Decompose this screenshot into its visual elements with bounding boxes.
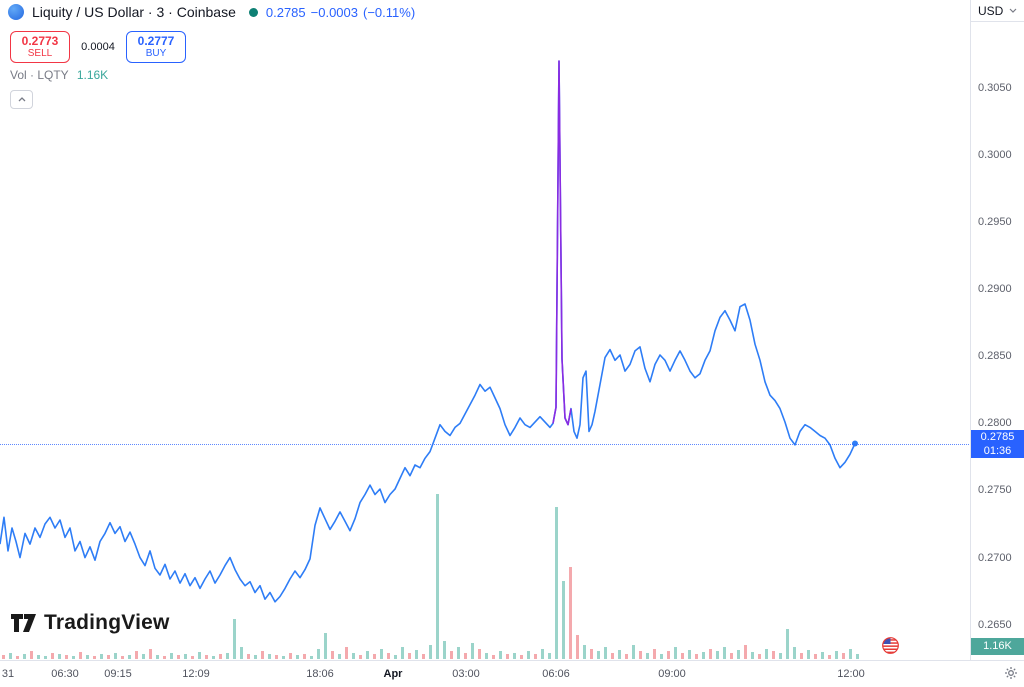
watermark-text: TradingView [44,611,170,634]
quote-readout: 0.2785 −0.0003 (−0.11%) [266,5,415,20]
tradingview-watermark[interactable]: TradingView [10,611,170,635]
price-change: −0.0003 [310,4,358,20]
current-price-dotted-line [0,444,969,445]
us-flag-event-icon[interactable] [882,637,899,659]
bar-countdown: 01:36 [983,445,1012,457]
sell-price: 0.2773 [21,34,59,48]
liquity-logo-icon [8,4,24,20]
sell-button[interactable]: 0.2773 SELL [10,31,70,63]
price-tick-label: 0.2750 [978,484,1012,496]
current-price-value: 0.2785 [980,431,1015,443]
collapse-panel-button[interactable] [10,90,33,109]
tradingview-logo-icon [11,614,36,632]
time-tick-label: 06:06 [542,668,570,680]
spread-value: 0.0004 [81,41,115,53]
sell-label: SELL [27,48,53,59]
last-price: 0.2785 [265,4,306,20]
price-axis[interactable]: USD 0.3050 0.3000 0.2950 0.2900 0.2850 0.2800… [970,0,1024,660]
price-tick-label: 0.3050 [978,82,1012,94]
axis-settings-button[interactable] [1004,666,1018,685]
time-tick-label: 12:00 [837,668,865,680]
chevron-up-icon [18,97,25,102]
price-tick-label: 0.2700 [978,552,1012,564]
volume-indicator-value: 1.16K [76,68,109,82]
buy-button[interactable]: 0.2777 BUY [126,31,186,63]
volume-indicator-label[interactable]: Vol · LQTY [10,68,69,82]
time-tick-label: 09:15 [104,668,132,680]
time-tick-label: Apr [383,668,403,680]
price-tick-label: 0.2800 [978,417,1012,429]
buy-label: BUY [145,48,167,59]
time-tick-label: 06:30 [51,668,79,680]
price-change-percent: (−0.11%) [363,4,416,20]
price-tick-label: 0.2900 [978,283,1012,295]
time-tick-label: 12:09 [182,668,210,680]
buy-price: 0.2777 [137,34,175,48]
time-tick-label: 31 [1,668,15,680]
market-status-dot-icon [248,7,258,17]
currency-selector[interactable]: USD [971,0,1024,22]
time-tick-label: 09:00 [658,668,686,680]
time-axis[interactable]: 31 06:30 09:15 12:09 18:06 Apr 03:00 06:06 09:00… [0,660,1024,687]
volume-indicator-row: Vol · LQTY 1.16K [10,68,108,82]
price-tick-label: 0.2850 [978,350,1012,362]
symbol-title[interactable]: Liquity / US Dollar · 3 · Coinbase [32,4,236,20]
chevron-down-icon [1009,8,1017,13]
time-tick-label: 03:00 [452,668,480,680]
currency-label: USD [978,3,1004,18]
time-tick-label: 18:06 [306,668,334,680]
current-price-tag: 0.2785 01:36 [971,430,1024,458]
price-tick-label: 0.3000 [978,149,1012,161]
trade-panel: 0.2773 SELL 0.0004 0.2777 BUY [10,31,186,63]
price-tick-label: 0.2950 [978,216,1012,228]
gear-icon [1005,667,1017,679]
chart-header: Liquity / US Dollar · 3 · Coinbase 0.278… [8,4,415,20]
price-tick-label: 0.2650 [978,619,1012,631]
current-volume-tag: 1.16K [971,638,1024,655]
